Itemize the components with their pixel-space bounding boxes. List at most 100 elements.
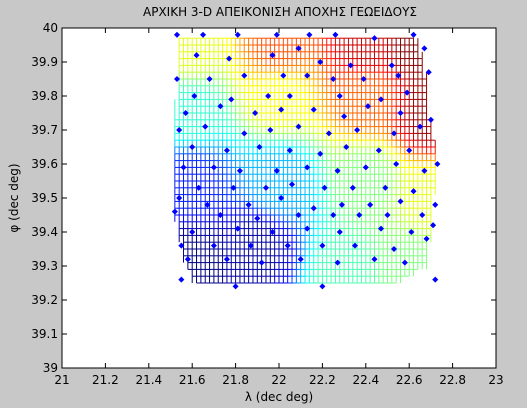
data-point	[189, 228, 196, 236]
data-point	[432, 276, 439, 283]
data-point	[280, 72, 287, 79]
data-point	[284, 242, 291, 249]
data-point	[304, 72, 311, 79]
data-point	[273, 167, 280, 174]
x-tick-label: 21.4	[135, 373, 162, 387]
x-axis-ticks: 21 21.2 21.4 21.6 21.8 22 22.2 22.4 22.6 22.8 23	[54, 28, 504, 387]
data-point	[191, 92, 198, 100]
data-point	[393, 160, 400, 168]
plot-frame	[61, 27, 497, 369]
y-tick-label: 39.5	[31, 191, 58, 205]
data-point	[349, 184, 356, 191]
data-point	[319, 242, 326, 249]
data-point	[336, 228, 343, 236]
data-point	[304, 164, 311, 171]
data-point	[176, 126, 183, 134]
data-point	[419, 211, 426, 219]
y-tick-label: 39.7	[31, 123, 58, 137]
data-point	[421, 45, 428, 52]
data-point	[325, 130, 332, 137]
data-point	[288, 181, 296, 188]
data-point	[223, 147, 230, 154]
data-point	[200, 31, 207, 38]
data-points	[171, 31, 441, 290]
data-point	[343, 143, 350, 151]
data-point	[245, 201, 252, 208]
data-point	[178, 276, 185, 283]
data-point	[232, 283, 239, 290]
x-tick-label: 21.6	[179, 373, 206, 387]
data-point	[430, 222, 437, 229]
data-point	[423, 235, 430, 242]
data-point	[371, 35, 378, 42]
data-point	[176, 194, 183, 202]
data-point	[427, 116, 434, 123]
data-point	[254, 215, 261, 222]
y-tick-label: 39.4	[31, 225, 58, 239]
y-tick-label: 40	[43, 21, 58, 35]
x-axis-label: λ (dec deg)	[245, 390, 313, 404]
data-point	[330, 75, 337, 83]
x-tick-label: 21	[54, 373, 69, 387]
data-point	[189, 143, 196, 151]
y-tick-label: 39.6	[31, 157, 58, 171]
data-point	[226, 55, 233, 62]
y-tick-label: 39.8	[31, 89, 58, 103]
data-point	[295, 45, 302, 52]
data-point	[173, 75, 181, 83]
data-point	[388, 62, 395, 69]
data-point	[425, 69, 432, 76]
data-point	[217, 103, 224, 110]
data-point	[297, 256, 304, 263]
data-point	[421, 167, 428, 174]
data-point	[202, 123, 209, 130]
data-point	[295, 123, 302, 130]
data-point	[278, 194, 285, 202]
data-point	[354, 126, 361, 134]
data-point	[397, 109, 404, 117]
data-point	[356, 211, 363, 219]
data-point	[269, 52, 276, 59]
data-point	[410, 31, 417, 38]
data-point	[210, 242, 217, 249]
data-point	[228, 96, 235, 103]
data-point	[390, 245, 398, 253]
data-point	[217, 211, 224, 219]
data-point	[306, 31, 313, 38]
data-point	[210, 164, 217, 171]
x-tick-label: 22.4	[352, 373, 379, 387]
y-tick-label: 39.9	[31, 55, 58, 69]
data-point	[204, 201, 211, 208]
data-point	[178, 242, 185, 249]
data-point	[252, 109, 259, 117]
data-point	[397, 198, 404, 205]
data-point	[371, 256, 378, 263]
data-point	[347, 62, 354, 69]
x-tick-label: 22	[271, 373, 286, 387]
data-point	[410, 188, 417, 195]
data-point	[273, 31, 280, 38]
data-point	[390, 130, 398, 137]
data-point	[317, 58, 324, 66]
data-point	[269, 228, 276, 236]
data-point	[267, 126, 274, 134]
data-point	[182, 109, 189, 117]
x-tick-label: 22.2	[309, 373, 336, 387]
data-point	[334, 167, 341, 174]
data-point	[377, 225, 385, 232]
data-point	[321, 184, 328, 191]
data-point	[230, 184, 237, 191]
surface-mesh	[174, 37, 436, 284]
data-point	[234, 31, 241, 38]
x-tick-label: 22.8	[439, 373, 466, 387]
data-point	[223, 256, 230, 263]
y-tick-label: 39.3	[31, 259, 58, 273]
data-point	[258, 259, 265, 266]
data-point	[262, 184, 270, 191]
data-point	[330, 211, 337, 219]
data-point	[295, 211, 302, 219]
data-point	[319, 283, 326, 290]
data-point	[195, 184, 202, 191]
data-point	[332, 31, 339, 38]
data-point	[286, 147, 293, 154]
